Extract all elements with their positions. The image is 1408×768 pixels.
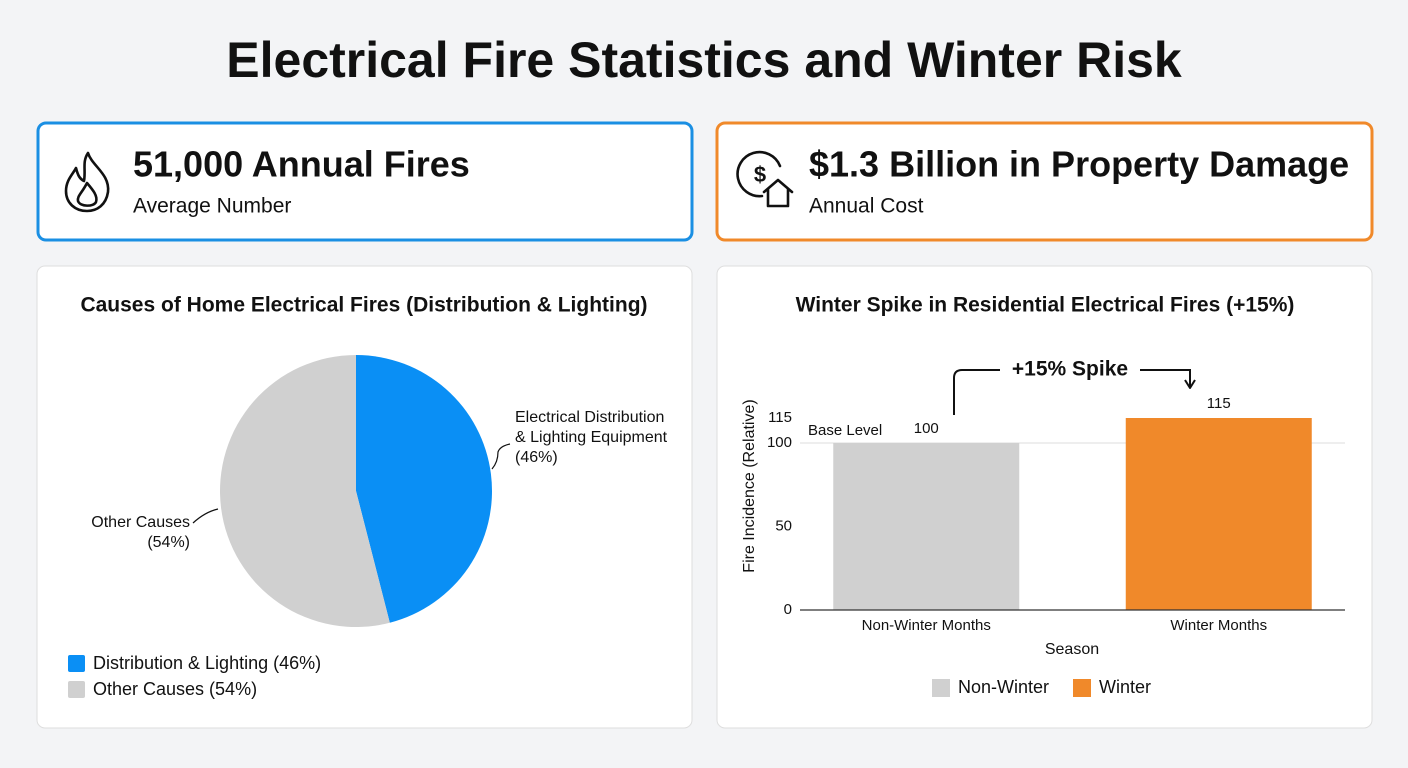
- stat-card: [36, 121, 694, 242]
- page-title: Electrical Fire Statistics and Winter Ri…: [226, 32, 1182, 88]
- chart-panel: [716, 265, 1373, 729]
- legend-label: Other Causes (54%): [93, 679, 257, 699]
- chart-title: Causes of Home Electrical Fires (Distrib…: [80, 294, 647, 317]
- legend-label: Non-Winter: [958, 677, 1049, 697]
- stat-value: 51,000 Annual Fires: [133, 144, 470, 185]
- legend-swatch: [932, 679, 950, 697]
- y-tick-label: 115: [768, 409, 792, 426]
- y-tick-label: 0: [784, 601, 792, 618]
- fire-icon: [64, 151, 110, 213]
- legend-label: Winter: [1099, 677, 1151, 697]
- bar: [833, 443, 1020, 610]
- pie-slice: [219, 355, 390, 628]
- slice-label: (54%): [147, 534, 190, 551]
- y-axis-label: Fire Incidence (Relative): [741, 399, 758, 572]
- value-label: 100: [914, 420, 939, 437]
- slice-label: (46%): [515, 449, 558, 466]
- legend-label: Distribution & Lighting (46%): [93, 653, 321, 673]
- cost-icon: $: [736, 150, 794, 208]
- bar: [1125, 418, 1312, 610]
- leader-line: [491, 443, 511, 470]
- x-axis-label: Season: [1045, 641, 1099, 658]
- legend-swatch: [1073, 679, 1091, 697]
- slice-label: Electrical Distribution: [515, 409, 664, 426]
- spike-bracket: [953, 369, 1196, 415]
- stat-caption: Average Number: [133, 195, 291, 218]
- stat-value: $1.3 Billion in Property Damage: [809, 144, 1349, 185]
- value-label: 115: [1207, 395, 1231, 412]
- x-tick-label: Winter Months: [1170, 617, 1267, 634]
- slice-label: Other Causes: [91, 514, 190, 531]
- slice-label: & Lighting Equipment: [515, 429, 668, 446]
- pie-slice: [356, 355, 492, 623]
- legend-swatch: [68, 655, 85, 672]
- y-tick-label: 50: [775, 517, 792, 534]
- y-tick-label: 100: [767, 434, 792, 451]
- stat-card: [715, 121, 1374, 242]
- chart-title: Winter Spike in Residential Electrical F…: [796, 294, 1295, 317]
- svg-text:$: $: [754, 162, 766, 187]
- leader-line: [192, 508, 219, 524]
- stat-caption: Annual Cost: [809, 195, 924, 218]
- reference-label: Base Level: [808, 422, 882, 439]
- legend-swatch: [68, 681, 85, 698]
- annotation: +15% Spike: [1012, 358, 1128, 381]
- x-tick-label: Non-Winter Months: [862, 617, 991, 634]
